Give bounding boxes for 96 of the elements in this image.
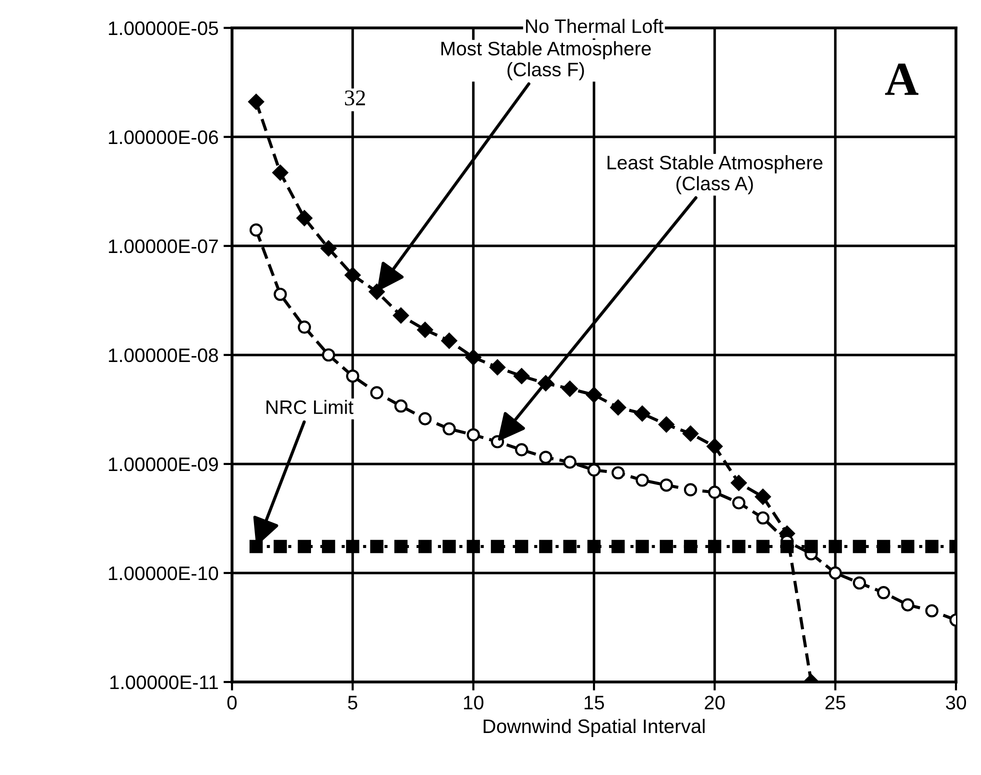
point bbox=[682, 426, 698, 442]
point bbox=[394, 399, 408, 413]
x-tick-label: 20 bbox=[704, 696, 725, 710]
point bbox=[466, 540, 480, 554]
point bbox=[346, 369, 360, 383]
point bbox=[466, 428, 480, 442]
point bbox=[370, 386, 384, 400]
point bbox=[442, 422, 456, 436]
point bbox=[344, 267, 361, 284]
point bbox=[925, 540, 938, 554]
x-axis-title: Downwind Spatial Interval bbox=[484, 718, 705, 737]
point bbox=[298, 540, 312, 554]
point bbox=[852, 540, 866, 554]
chart-title: No Thermal Loft bbox=[526, 18, 664, 34]
point bbox=[732, 540, 746, 554]
point bbox=[514, 540, 528, 554]
point bbox=[563, 456, 576, 469]
point bbox=[876, 540, 890, 554]
point bbox=[368, 284, 385, 300]
point bbox=[346, 540, 360, 554]
point bbox=[393, 308, 409, 324]
point bbox=[441, 332, 458, 349]
point bbox=[418, 540, 432, 554]
point bbox=[901, 540, 914, 554]
point bbox=[394, 540, 408, 554]
x-tick-label: 15 bbox=[584, 696, 604, 710]
x-tick-label: 25 bbox=[825, 696, 846, 710]
point bbox=[636, 474, 649, 487]
point bbox=[274, 288, 287, 301]
point bbox=[296, 210, 312, 226]
annotation: 32 bbox=[345, 90, 365, 106]
point bbox=[610, 400, 626, 416]
point bbox=[417, 322, 433, 338]
point bbox=[780, 540, 794, 554]
point bbox=[272, 164, 288, 181]
point bbox=[418, 412, 432, 426]
point bbox=[274, 540, 287, 554]
point bbox=[708, 540, 722, 554]
annotation: Least Stable Atmosphere (Class A) bbox=[608, 155, 822, 194]
point bbox=[660, 478, 673, 492]
point bbox=[708, 486, 722, 499]
point bbox=[563, 540, 576, 554]
y-tick-label: 1.00000E-05 bbox=[108, 21, 218, 36]
point bbox=[320, 240, 336, 256]
point bbox=[828, 566, 842, 580]
point bbox=[587, 463, 601, 477]
point bbox=[248, 94, 264, 110]
point bbox=[514, 368, 530, 384]
x-tick-label: 10 bbox=[464, 696, 484, 710]
x-tick-label: 5 bbox=[348, 696, 358, 710]
point bbox=[586, 386, 602, 403]
point bbox=[658, 416, 674, 432]
point bbox=[901, 598, 914, 612]
point bbox=[587, 540, 601, 554]
point bbox=[250, 223, 263, 237]
annotation: NRC Limit bbox=[266, 400, 354, 414]
point bbox=[684, 483, 698, 496]
point bbox=[539, 450, 552, 464]
point bbox=[925, 604, 938, 618]
point bbox=[804, 540, 818, 554]
point bbox=[755, 488, 771, 505]
point bbox=[876, 586, 890, 600]
point bbox=[465, 349, 482, 366]
point bbox=[706, 438, 723, 454]
point bbox=[660, 540, 673, 554]
point bbox=[322, 540, 336, 554]
point bbox=[612, 540, 625, 554]
point bbox=[612, 466, 625, 480]
point bbox=[852, 576, 866, 590]
x-tick-label: 30 bbox=[946, 696, 966, 710]
y-tick-label: 1.00000E-09 bbox=[108, 457, 218, 472]
point bbox=[684, 540, 698, 554]
point bbox=[756, 540, 770, 554]
point bbox=[490, 359, 506, 376]
point bbox=[756, 511, 770, 525]
y-tick-label: 1.00000E-06 bbox=[108, 130, 218, 144]
y-tick-label: 1.00000E-08 bbox=[108, 348, 218, 362]
point bbox=[636, 540, 649, 554]
point bbox=[370, 540, 384, 554]
point bbox=[562, 380, 578, 397]
point bbox=[442, 540, 456, 554]
point bbox=[634, 406, 650, 422]
y-tick-label: 1.00000E-10 bbox=[108, 566, 218, 580]
x-tick-label: 0 bbox=[227, 696, 237, 710]
point bbox=[322, 348, 336, 362]
point bbox=[514, 443, 528, 456]
annotation: Most Stable Atmosphere (Class F) bbox=[441, 41, 651, 80]
point bbox=[730, 475, 747, 491]
y-tick-label: 1.00000E-07 bbox=[108, 239, 218, 254]
point bbox=[490, 540, 504, 554]
annotation: A bbox=[885, 64, 918, 95]
point bbox=[539, 540, 552, 554]
point bbox=[732, 496, 746, 510]
y-tick-label: 1.00000E-11 bbox=[110, 675, 218, 690]
point bbox=[298, 320, 312, 334]
point bbox=[828, 540, 842, 554]
